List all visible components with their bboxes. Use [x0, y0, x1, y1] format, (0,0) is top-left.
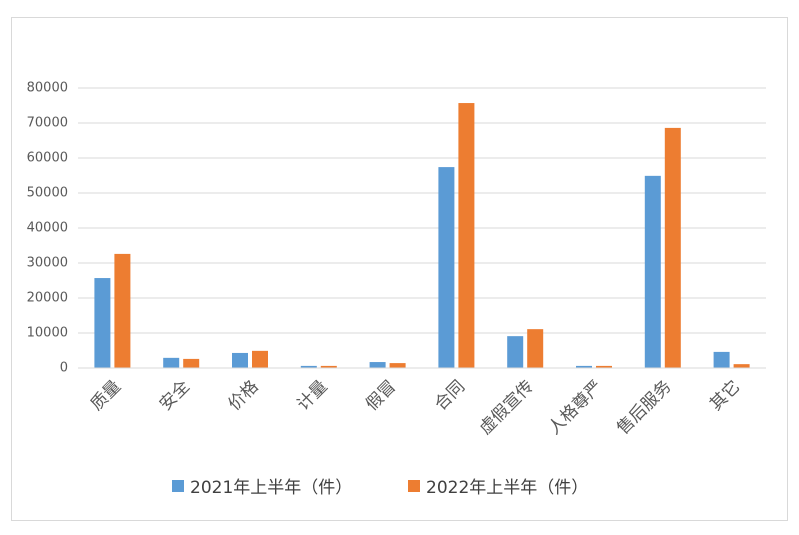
bar	[664, 127, 681, 369]
bar	[644, 175, 661, 368]
y-tick-label: 50000	[27, 186, 68, 201]
y-tick-label: 40000	[27, 221, 68, 236]
bar	[94, 278, 111, 368]
legend-label: 2022年上半年（件）	[426, 478, 588, 498]
y-tick-label: 80000	[27, 81, 68, 96]
y-tick-label: 10000	[27, 326, 68, 341]
bar	[300, 365, 317, 368]
bar	[232, 352, 248, 368]
y-tick-label: 30000	[27, 256, 68, 271]
bar	[389, 363, 406, 368]
y-tick-label: 70000	[27, 116, 68, 131]
bar	[320, 365, 337, 368]
y-tick-label: 20000	[27, 291, 68, 306]
legend-swatch	[172, 480, 184, 492]
y-tick-label: 60000	[27, 151, 68, 166]
bar	[507, 336, 524, 368]
bar	[183, 358, 200, 368]
bar	[733, 364, 750, 368]
bar	[576, 365, 592, 368]
bar	[438, 167, 455, 368]
y-tick-label: 0	[60, 361, 68, 376]
bar	[713, 351, 730, 368]
bar	[369, 362, 386, 368]
bar	[527, 329, 544, 368]
bar	[114, 253, 131, 368]
bar	[458, 103, 475, 369]
bar	[596, 365, 612, 368]
bar	[163, 357, 180, 368]
bar	[252, 350, 268, 368]
legend-swatch	[408, 480, 420, 492]
legend-label: 2021年上半年（件）	[190, 478, 352, 498]
